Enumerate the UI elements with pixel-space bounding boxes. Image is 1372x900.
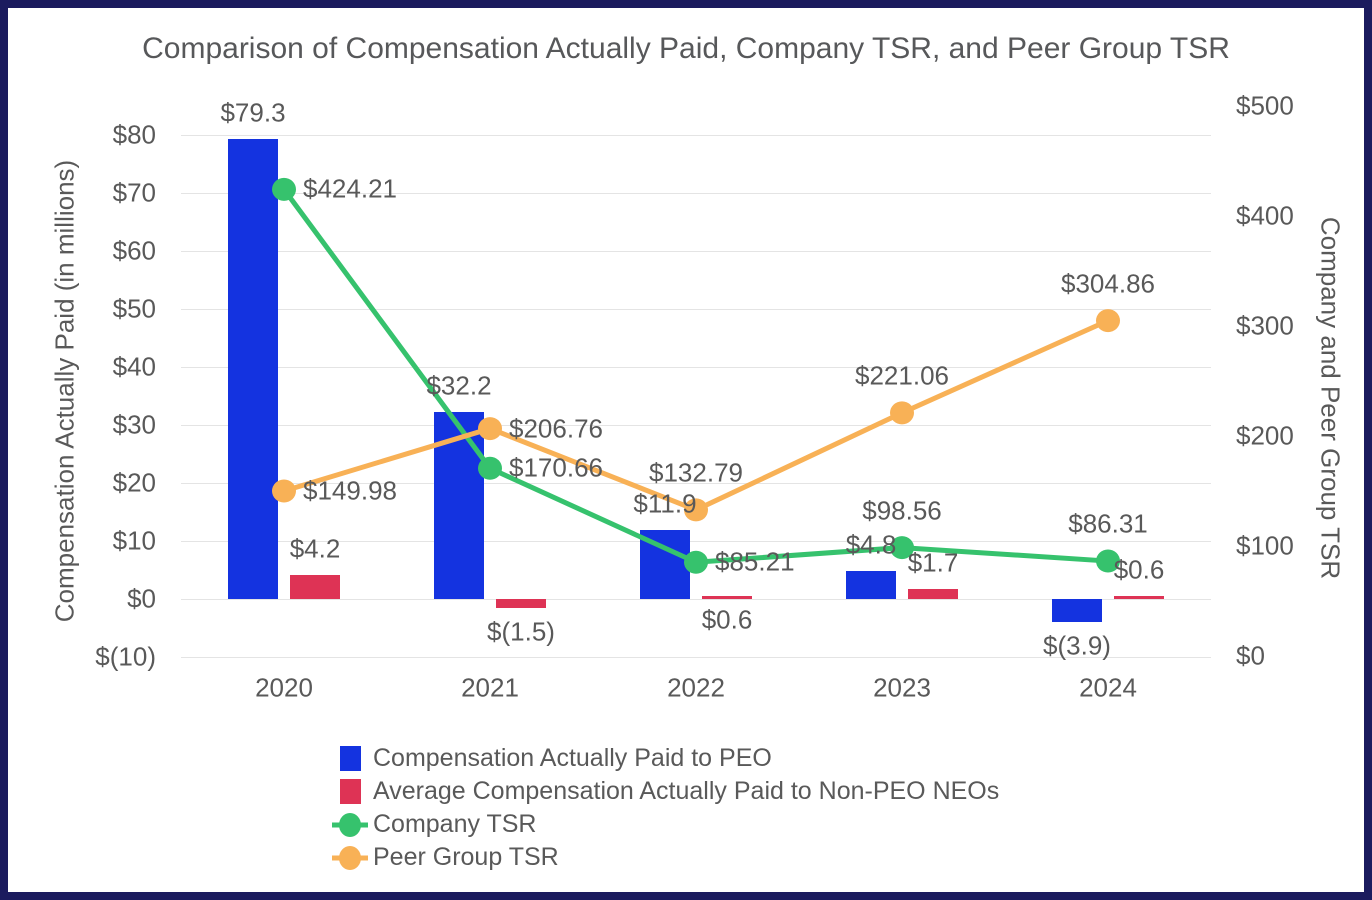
bar-neo [908,589,958,599]
legend-bar-swatch [330,779,370,804]
line-marker [478,417,502,441]
bar-peo [1052,599,1102,622]
left-axis-tick: $30 [112,409,156,440]
right-axis-tick: $400 [1236,200,1294,231]
gridline [181,366,1211,368]
left-axis-tick: $80 [112,119,156,150]
line-marker [1096,549,1120,573]
legend-swatch [339,746,361,771]
bar-neo [496,599,546,608]
bar-data-label: $79.3 [220,97,286,128]
x-axis-label: 2023 [873,672,931,703]
legend-item: Company TSR [330,808,999,841]
line-data-label: $85.21 [715,546,795,577]
legend-bar-swatch [330,746,370,771]
line-data-label: $149.98 [303,475,397,506]
x-axis-label: 2024 [1079,672,1137,703]
legend-item: Peer Group TSR [330,841,999,874]
bar-data-label: $4.2 [289,533,341,564]
bar-peo [228,139,278,599]
line-data-label: $98.56 [862,495,942,526]
bar-data-label: $0.6 [1113,554,1165,585]
left-axis-tick: $10 [112,525,156,556]
gridline [181,482,1211,484]
line-marker [272,479,296,503]
line-data-label: $206.76 [509,413,603,444]
x-axis-label: 2022 [667,672,725,703]
line-data-label: $86.31 [1068,508,1148,539]
line-data-label: $424.21 [303,173,397,204]
left-axis-tick: $50 [112,293,156,324]
bar-data-label: $(1.5) [487,616,555,647]
right-axis-tick: $100 [1236,530,1294,561]
legend-label: Compensation Actually Paid to PEO [373,744,772,772]
bar-peo [846,571,896,599]
right-axis-tick: $300 [1236,310,1294,341]
gridline [181,598,1211,600]
legend-line-marker-swatch [330,810,370,840]
legend-label: Peer Group TSR [373,843,559,871]
gridline [181,424,1211,426]
line-data-label: $221.06 [855,360,949,391]
legend-label: Company TSR [373,810,537,838]
right-axis-tick: $200 [1236,420,1294,451]
left-axis-tick: $20 [112,467,156,498]
line-marker [1096,309,1120,333]
line-marker [272,177,296,201]
line-marker [684,550,708,574]
line-marker [890,401,914,425]
left-axis-tick: $60 [112,235,156,266]
left-axis-tick: $70 [112,177,156,208]
bar-data-label: $0.6 [701,604,753,635]
line-marker [478,456,502,480]
line-marker [684,498,708,522]
gridline [181,192,1211,194]
line-series-layer [272,177,1120,574]
chart-title: Comparison of Compensation Actually Paid… [142,32,1230,65]
gridline [181,308,1211,310]
gridline [181,540,1211,542]
legend-label: Average Compensation Actually Paid to No… [373,777,1000,805]
right-axis-tick: $0 [1236,640,1265,671]
legend-swatch [332,845,368,870]
legend-line-marker-swatch [330,843,370,873]
gridline [181,250,1211,252]
left-axis-tick: $40 [112,351,156,382]
legend-item: Compensation Actually Paid to PEO [330,742,999,775]
line-data-label: $170.66 [509,452,603,483]
legend-item: Average Compensation Actually Paid to No… [330,775,999,808]
line-data-label: $304.86 [1061,268,1155,299]
x-axis-label: 2021 [461,672,519,703]
legend: Compensation Actually Paid to PEO Average… [330,742,999,874]
bar-data-label: $32.2 [426,370,492,401]
left-axis-tick: $0 [127,583,156,614]
bar-data-label: $4.8 [845,529,897,560]
x-axis-label: 2020 [255,672,313,703]
right-axis-tick: $500 [1236,90,1294,121]
bar-neo [290,574,340,599]
line-data-label: $132.79 [649,457,743,488]
bar-neo [702,595,752,599]
bar-data-label: $(3.9) [1043,630,1111,661]
gridline [181,134,1211,136]
bar-neo [1114,595,1164,599]
line-marker [890,536,914,560]
bar-data-label: $11.9 [633,488,697,519]
gridline [181,656,1211,658]
left-axis-tick: $(10) [95,641,156,672]
bar-data-label: $1.7 [907,547,959,578]
legend-swatch [332,812,368,837]
legend-swatch [339,779,361,804]
